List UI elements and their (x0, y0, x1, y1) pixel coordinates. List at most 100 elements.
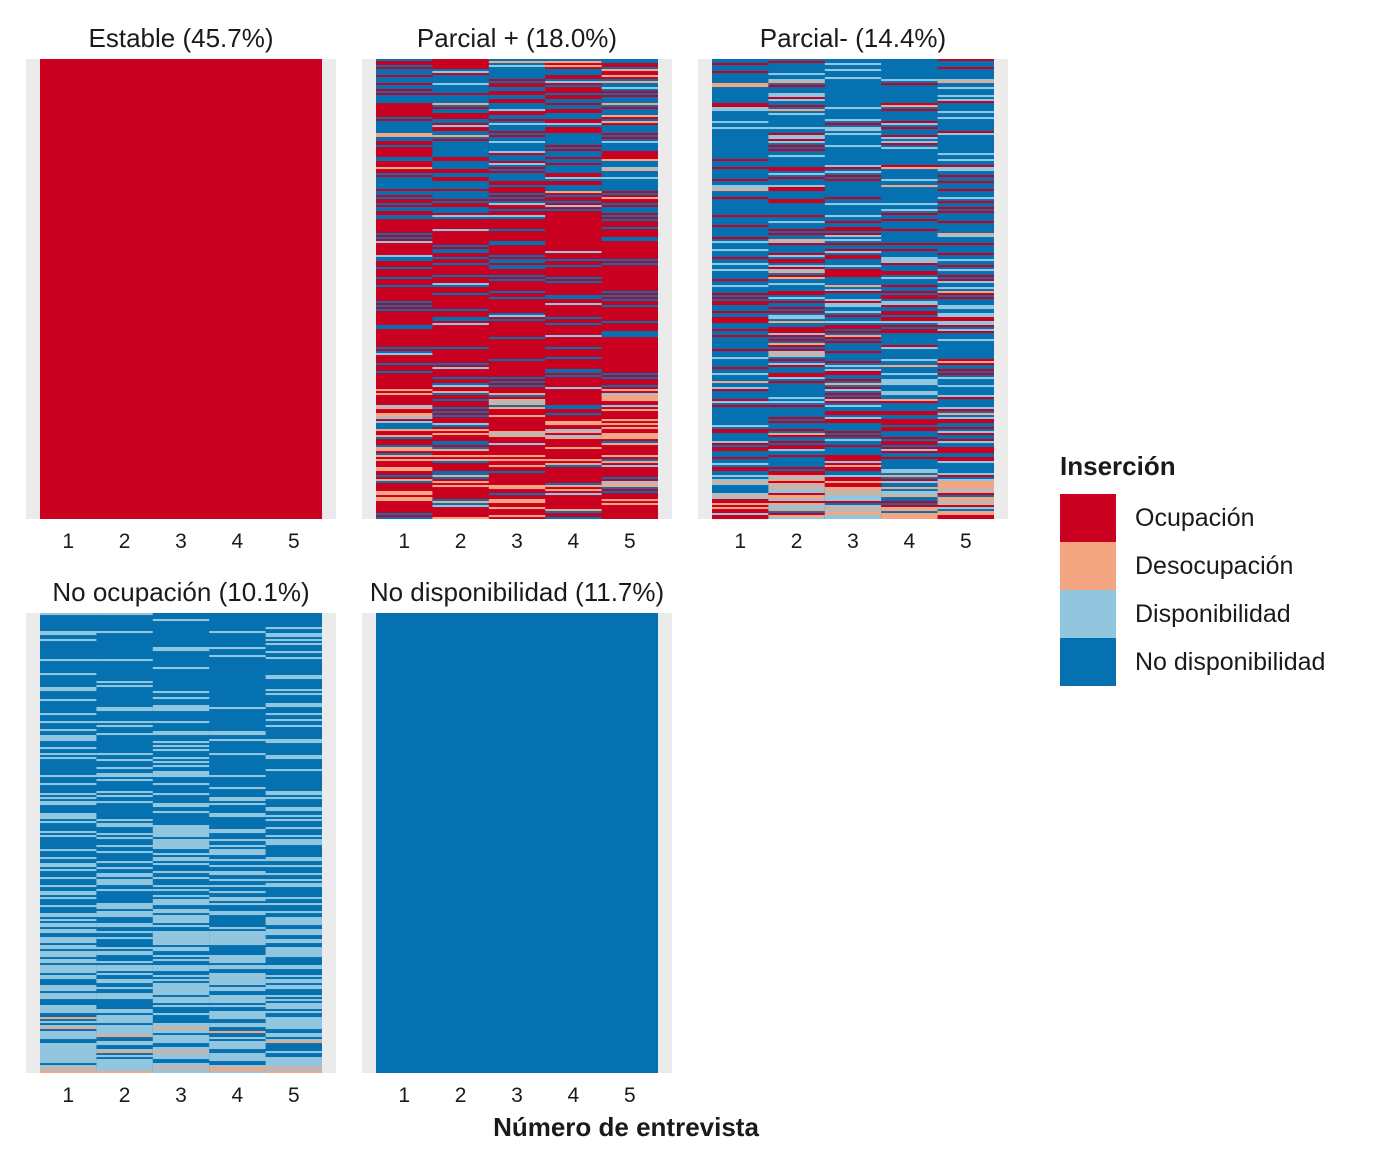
heatmap-line (40, 699, 97, 702)
heatmap-line (768, 265, 825, 268)
heatmap-line (545, 107, 602, 110)
heatmap-line (265, 985, 322, 988)
heatmap-line (265, 1059, 322, 1062)
heatmap-line (265, 987, 322, 990)
heatmap-line (432, 415, 489, 418)
heatmap-line (601, 141, 658, 144)
heatmap-line (881, 273, 938, 276)
heatmap-line (40, 713, 97, 716)
heatmap-line (376, 71, 433, 74)
heatmap-line (768, 317, 825, 320)
heatmap-line (601, 103, 658, 106)
heatmap-line (937, 81, 994, 84)
heatmap-line (768, 333, 825, 336)
heatmap-line (601, 147, 658, 150)
heatmap-line (152, 877, 210, 880)
heatmap-line (601, 111, 658, 114)
heatmap-line (96, 1021, 153, 1024)
legend-item-disponibilidad: Disponibilidad (1060, 590, 1380, 638)
heatmap-line (432, 95, 489, 98)
heatmap-line (937, 159, 994, 162)
heatmap-line (601, 227, 658, 230)
heatmap-line (824, 479, 882, 482)
heatmap-line (824, 405, 882, 408)
heatmap-line (824, 511, 882, 514)
heatmap-line (768, 187, 825, 190)
heatmap-line (601, 75, 658, 78)
heatmap-line (432, 111, 489, 114)
heatmap-line (432, 399, 489, 402)
heatmap-line (376, 475, 433, 478)
heatmap-line (40, 775, 97, 778)
heatmap-line (881, 179, 938, 182)
heatmap-line (40, 849, 97, 852)
heatmap-line (601, 499, 658, 502)
heatmap-line (152, 979, 210, 982)
x-tick-label: 1 (398, 1084, 410, 1107)
heatmap-line (152, 721, 210, 724)
heatmap-line (96, 965, 153, 968)
heatmap-line (152, 741, 210, 744)
heatmap-line (937, 503, 994, 506)
heatmap-line (488, 265, 546, 268)
heatmap-line (40, 989, 97, 992)
heatmap-line (768, 233, 825, 236)
heatmap-line (376, 187, 433, 190)
heatmap-line (712, 249, 769, 252)
heatmap-line (601, 321, 658, 324)
heatmap-line (768, 491, 825, 494)
heatmap-line (545, 115, 602, 118)
heatmap-line (768, 441, 825, 444)
heatmap-line (545, 375, 602, 378)
heatmap-line (209, 1015, 266, 1018)
heatmap-line (712, 279, 769, 282)
heatmap-line (937, 153, 994, 156)
heatmap-line (768, 373, 825, 376)
heatmap-line (545, 259, 602, 262)
heatmap-line (824, 327, 882, 330)
heatmap-line (488, 71, 546, 74)
heatmap-line (488, 127, 546, 130)
heatmap-line (432, 109, 489, 112)
heatmap-line (712, 329, 769, 332)
heatmap-line (432, 385, 489, 388)
heatmap-line (209, 903, 266, 906)
heatmap-line (376, 499, 433, 502)
heatmap-line (712, 495, 769, 498)
heatmap-line (209, 1013, 266, 1016)
heatmap-line (937, 233, 994, 236)
heatmap-line (768, 497, 825, 500)
heatmap-line (601, 59, 658, 62)
heatmap-line (712, 503, 769, 506)
heatmap-line (432, 285, 489, 288)
heatmap-line (881, 165, 938, 168)
heatmap-line (96, 881, 153, 884)
heatmap-line (937, 459, 994, 462)
heatmap-line (768, 221, 825, 224)
heatmap-line (768, 255, 825, 258)
heatmap-line (488, 121, 546, 124)
heatmap-line (601, 177, 658, 180)
heatmap-line (40, 821, 97, 824)
heatmap-line (432, 103, 489, 106)
heatmap-line (937, 361, 994, 364)
heatmap-line (545, 171, 602, 174)
heatmap-line (432, 201, 489, 204)
heatmap-line (824, 469, 882, 472)
legend-item-no-disponibilidad: No disponibilidad (1060, 638, 1380, 686)
heatmap-line (937, 67, 994, 70)
heatmap-line (824, 435, 882, 438)
heatmap-line (432, 69, 489, 72)
heatmap-line (601, 487, 658, 490)
heatmap-line (937, 189, 994, 192)
heatmap-line (937, 485, 994, 488)
heatmap-line (265, 951, 322, 954)
heatmap-line (545, 303, 602, 306)
x-tick-label: 2 (455, 1084, 467, 1107)
heatmap-line (152, 987, 210, 990)
heatmap-line (432, 209, 489, 212)
heatmap-line (881, 515, 938, 518)
heatmap-line (545, 71, 602, 74)
heatmap-line (376, 101, 433, 104)
heatmap-line (152, 847, 210, 850)
